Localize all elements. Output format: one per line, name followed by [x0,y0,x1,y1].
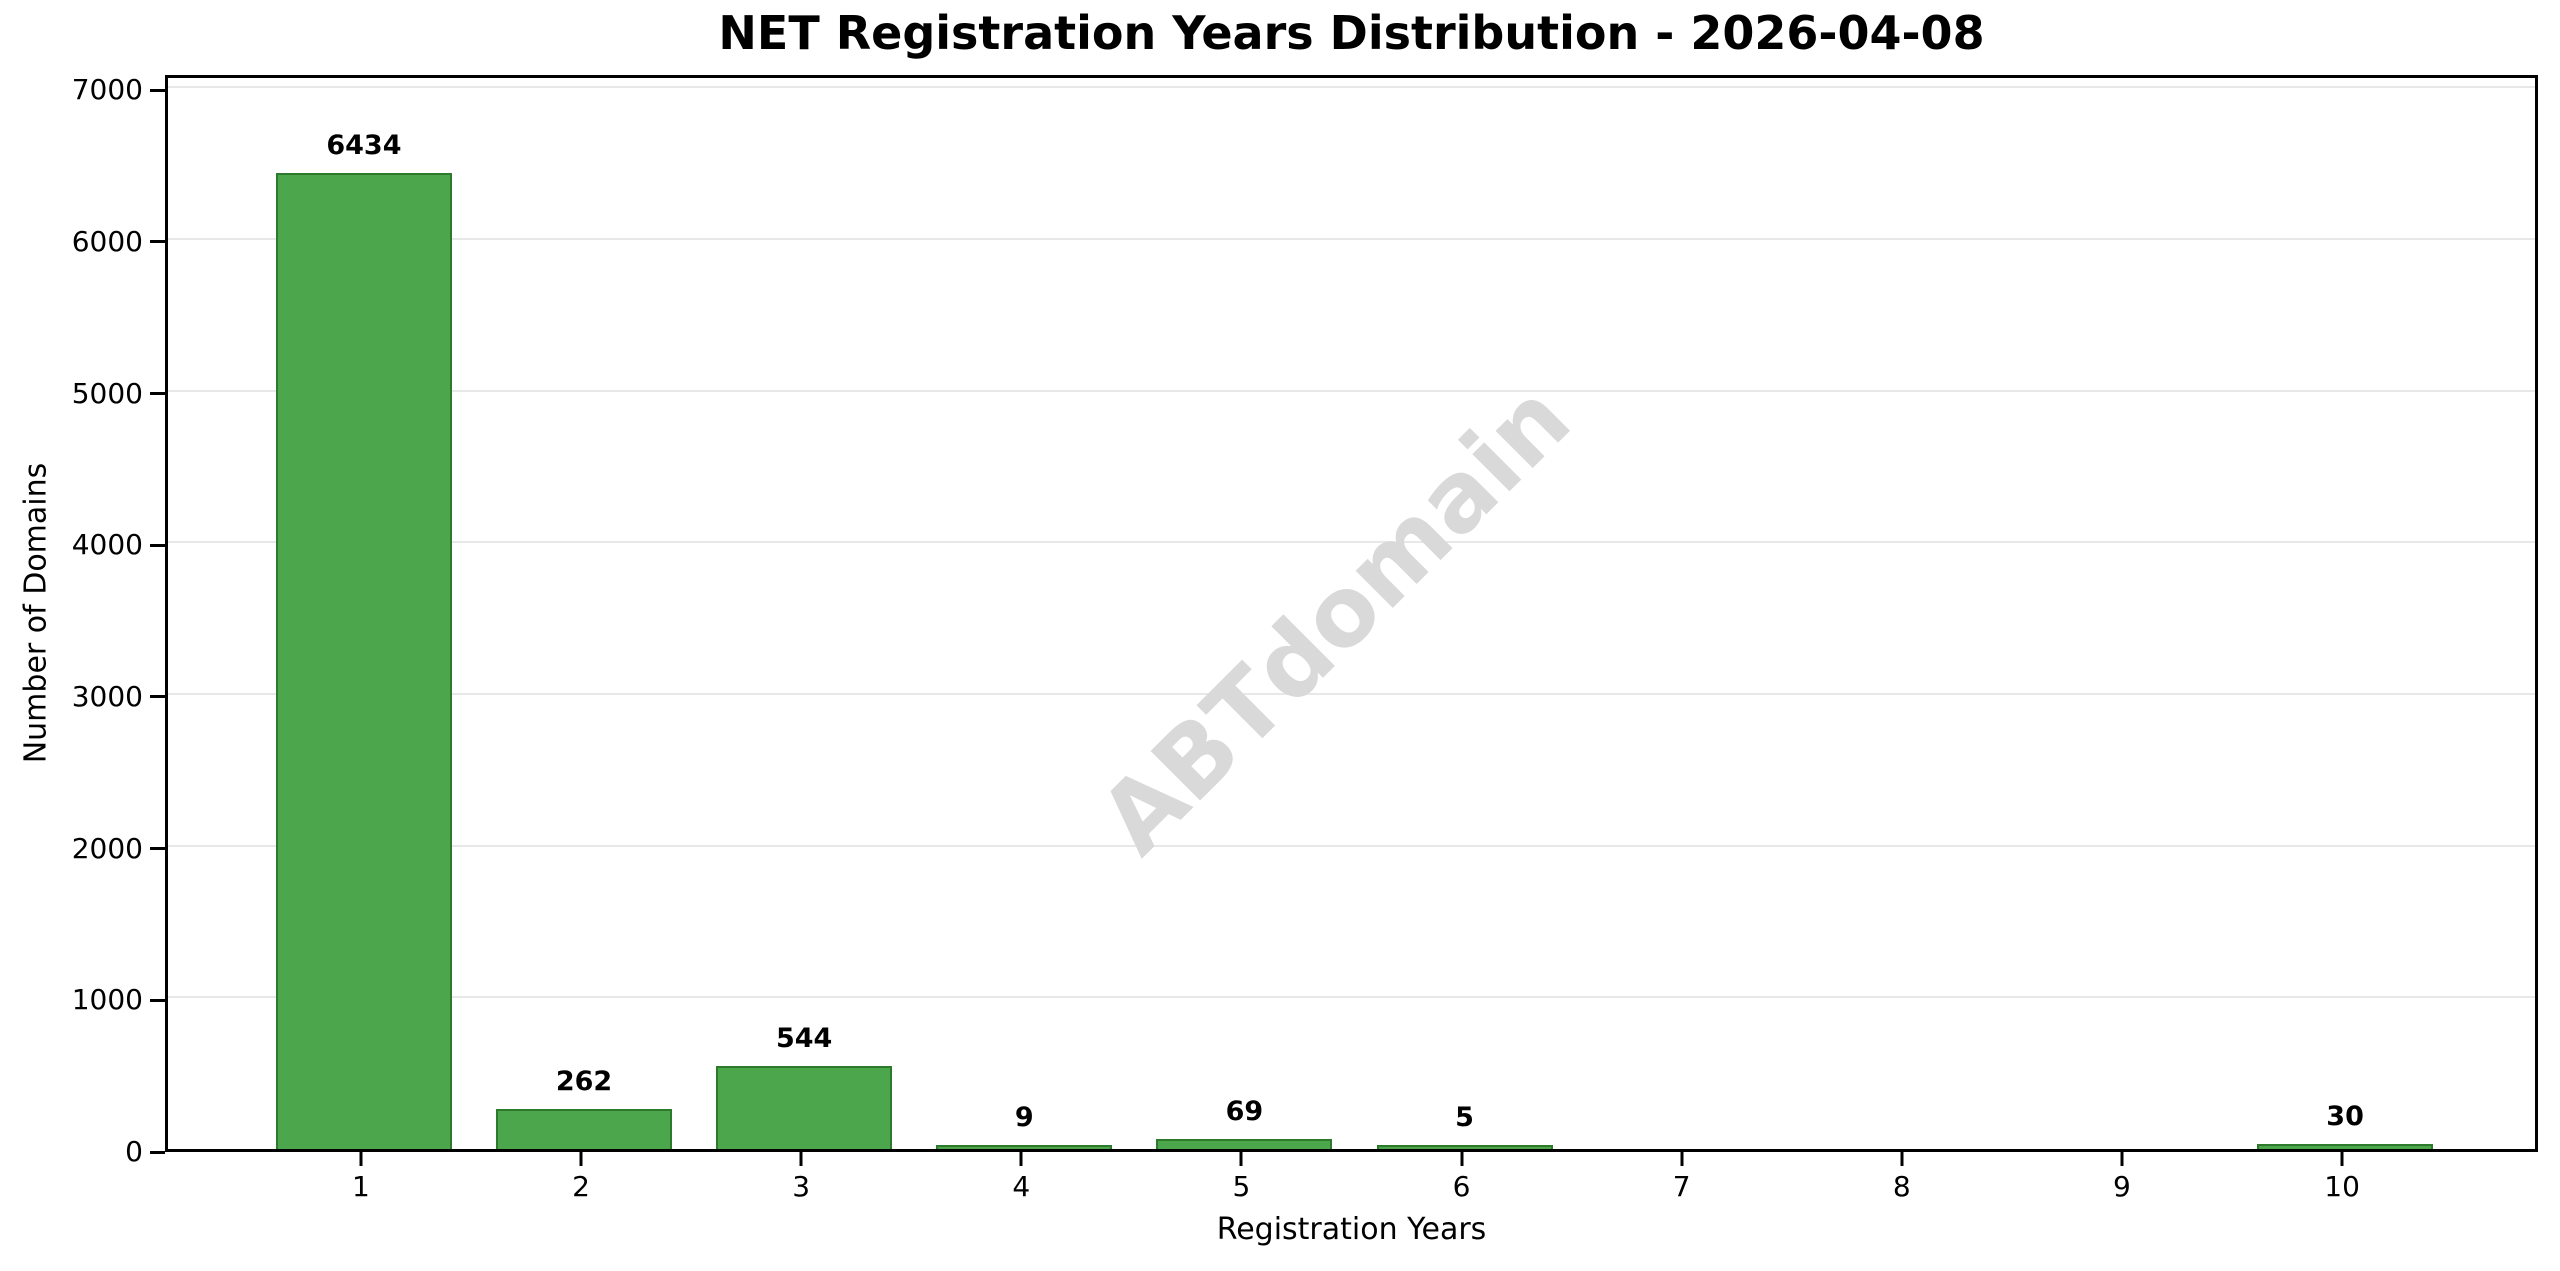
x-tick-mark-7 [1680,1152,1684,1166]
x-tick-label-1: 1 [351,1170,370,1203]
bar-value-label-year-4: 9 [1014,1102,1034,1133]
x-tick-label-5: 5 [1232,1170,1251,1203]
bar-value-label-year-6: 5 [1455,1102,1474,1133]
y-tick-mark-2000 [150,847,165,851]
y-tick-mark-0 [150,1150,165,1154]
y-tick-label-3000: 3000 [71,679,143,713]
bar-year-10 [2257,1144,2434,1149]
x-tick-label-6: 6 [1452,1170,1471,1203]
x-tick-mark-3 [799,1152,803,1166]
gridline-y-3000 [168,692,2535,695]
bar-year-1 [275,173,452,1149]
bar-value-label-year-10: 30 [2326,1101,2364,1132]
gridline-y-5000 [168,389,2535,392]
y-tick-label-2000: 2000 [71,831,143,865]
y-tick-mark-5000 [150,392,165,396]
x-tick-mark-6 [1460,1152,1464,1166]
x-tick-label-7: 7 [1672,1170,1691,1203]
x-tick-mark-2 [579,1152,583,1166]
bar-value-label-year-3: 544 [775,1023,833,1054]
chart-title: NET Registration Years Distribution - 20… [718,6,1985,60]
bar-value-label-year-2: 262 [555,1066,613,1097]
y-tick-mark-7000 [150,88,165,92]
watermark-text: ABTdomain [1078,362,1592,876]
gridline-y-4000 [168,541,2535,544]
gridline-y-2000 [168,844,2535,847]
y-tick-label-0: 0 [125,1135,143,1168]
x-axis-label: Registration Years [1216,1212,1487,1247]
y-tick-label-6000: 6000 [71,224,143,258]
x-tick-label-3: 3 [792,1170,811,1203]
x-tick-mark-8 [1900,1152,1904,1166]
bar-value-label-year-5: 69 [1225,1096,1264,1127]
plot-area: ABTdomain 6434 262 544 9 69 5 30 [165,75,2538,1152]
x-tick-mark-4 [1019,1152,1023,1166]
bar-year-5 [1156,1139,1333,1149]
x-tick-mark-9 [2120,1152,2124,1166]
gridline-y-7000 [168,86,2535,89]
y-tick-label-1000: 1000 [71,983,143,1017]
y-tick-label-4000: 4000 [71,528,143,562]
gridline-y-1000 [168,996,2535,999]
x-tick-label-4: 4 [1012,1170,1031,1203]
bar-year-3 [716,1066,893,1149]
x-tick-label-9: 9 [2113,1170,2131,1203]
y-tick-label-7000: 7000 [71,73,143,107]
bar-year-4 [936,1145,1113,1149]
bar-value-label-year-1: 6434 [326,130,402,161]
x-tick-label-2: 2 [572,1170,590,1203]
gridline-y-6000 [168,237,2535,240]
bar-year-2 [496,1109,673,1149]
x-tick-mark-1 [359,1152,363,1166]
y-axis-label: Number of Domains [18,462,54,764]
y-tick-mark-6000 [150,240,165,244]
y-tick-mark-1000 [150,998,165,1002]
bar-year-6 [1376,1145,1553,1149]
x-tick-label-8: 8 [1892,1170,1911,1203]
x-tick-mark-10 [2340,1152,2344,1166]
y-tick-label-5000: 5000 [71,376,143,410]
y-tick-mark-4000 [150,543,165,547]
y-tick-mark-3000 [150,695,165,699]
x-tick-mark-5 [1239,1152,1243,1166]
x-tick-label-10: 10 [2324,1170,2360,1203]
